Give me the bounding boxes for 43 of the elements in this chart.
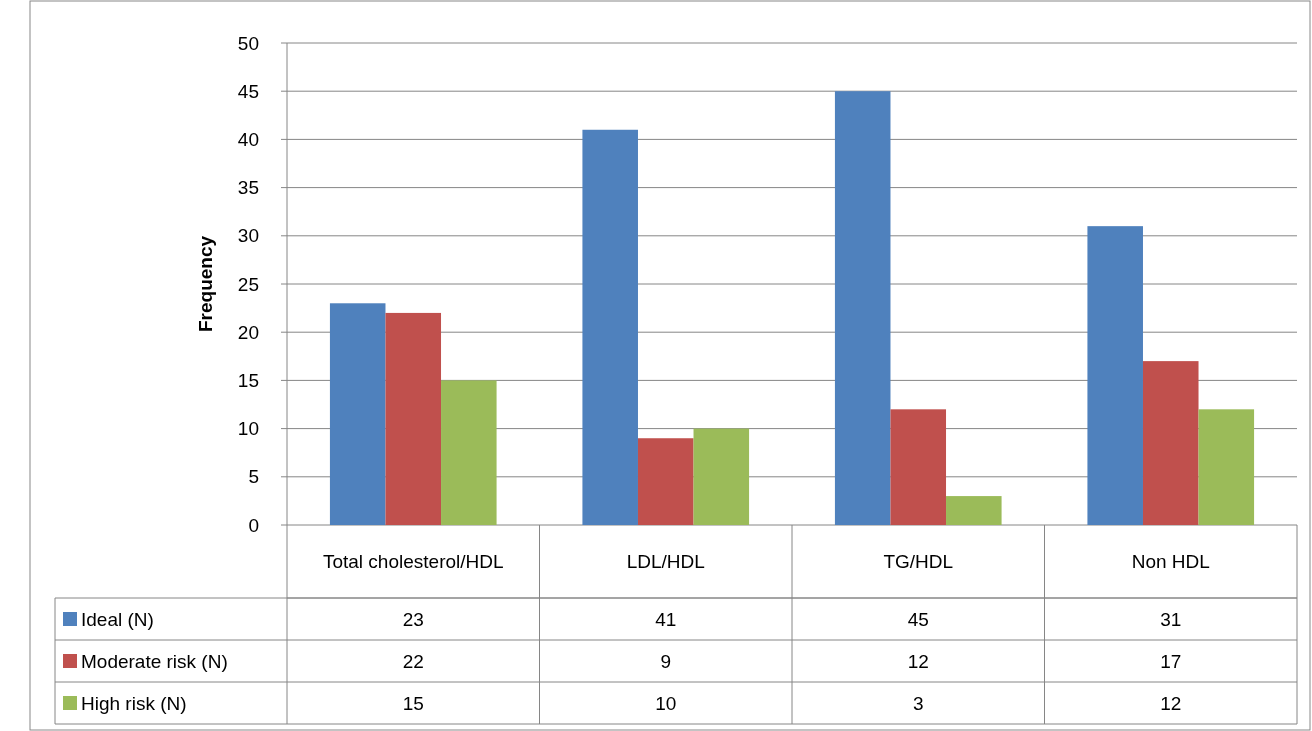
data-label: 41	[655, 608, 677, 630]
bar	[890, 409, 947, 525]
data-label: 10	[655, 692, 677, 714]
y-tick-label: 45	[237, 80, 259, 102]
legend-label: High risk (N)	[81, 692, 187, 714]
data-label: 23	[402, 608, 424, 630]
y-tick-label: 0	[248, 514, 259, 536]
data-label: 22	[402, 650, 424, 672]
y-tick-label: 25	[237, 273, 259, 295]
data-label: 17	[1160, 650, 1182, 672]
data-label: 9	[660, 650, 672, 672]
bar	[834, 91, 891, 525]
legend-label: Moderate risk (N)	[81, 650, 228, 672]
bar	[1087, 226, 1143, 525]
legend-label: Ideal (N)	[81, 608, 154, 630]
data-label: 31	[1160, 608, 1182, 630]
data-label: 45	[907, 608, 929, 630]
bar	[637, 438, 694, 525]
data-label: 12	[1160, 692, 1182, 714]
x-tick-label: Non HDL	[1131, 551, 1210, 573]
bar	[1142, 361, 1199, 525]
y-tick-label: 15	[237, 370, 259, 392]
y-tick-label: 30	[237, 225, 259, 247]
bar	[329, 303, 386, 525]
y-tick-label: 35	[237, 177, 259, 199]
bar	[946, 496, 1002, 525]
y-axis-title: Frequency	[195, 235, 216, 333]
bar	[582, 129, 638, 525]
bar	[385, 312, 442, 525]
y-tick-label: 5	[248, 466, 259, 488]
y-tick-label: 50	[237, 32, 259, 54]
y-tick-label: 20	[237, 321, 259, 343]
data-label: 15	[402, 692, 424, 714]
bar	[441, 380, 497, 525]
data-label: 12	[907, 650, 929, 672]
y-tick-label: 10	[237, 418, 259, 440]
x-tick-label: TG/HDL	[883, 551, 954, 573]
data-label: 3	[912, 692, 924, 714]
x-tick-label: Total cholesterol/HDL	[322, 551, 504, 573]
x-tick-label: LDL/HDL	[626, 551, 705, 573]
y-tick-label: 40	[237, 129, 259, 151]
bar	[693, 428, 750, 525]
bar	[1198, 409, 1255, 525]
